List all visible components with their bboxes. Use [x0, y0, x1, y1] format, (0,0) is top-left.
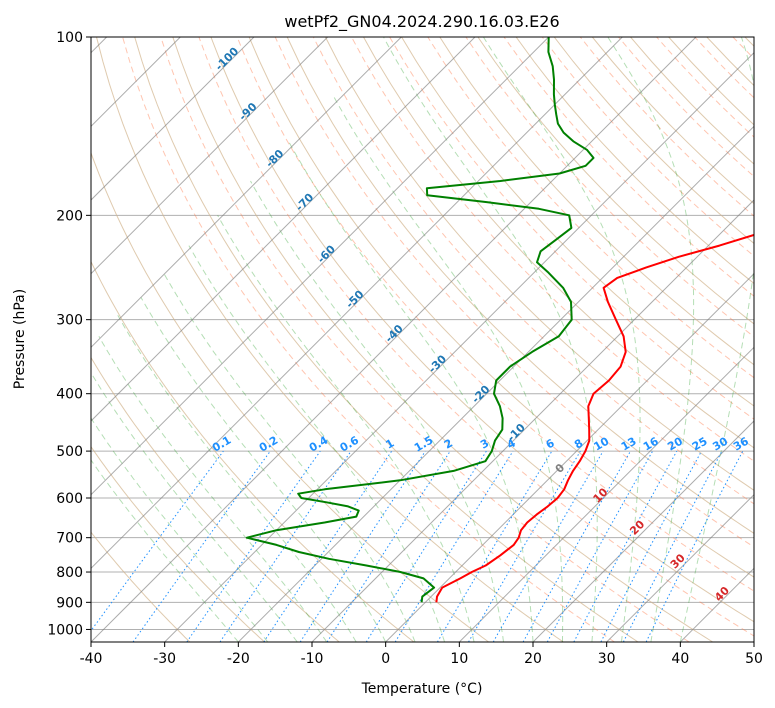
x-tick-label: 20: [524, 651, 542, 667]
mixing-ratio-line: [573, 450, 678, 642]
dry-adiabat: [324, 37, 754, 491]
mixing-ratio-line: [219, 450, 352, 642]
moist-adiabat: [607, 37, 695, 642]
dewpoint-profile-line: [245, 37, 595, 603]
y-tick-label: 1000: [47, 622, 83, 638]
x-tick-label: 50: [745, 651, 763, 667]
isentrope: [312, 37, 754, 505]
dry-adiabat: [91, 356, 340, 642]
isotherm-line: [311, 199, 754, 642]
dry-adiabat: [91, 151, 489, 642]
mixing-ratio-line: [263, 450, 393, 642]
x-tick-label: 10: [450, 651, 468, 667]
dry-adiabat: [96, 37, 564, 642]
dry-adiabat: [210, 37, 754, 623]
isentrope: [274, 37, 754, 548]
isentrope: [427, 37, 754, 379]
temperature-profile-line: [435, 233, 754, 603]
isotherm-line: [91, 37, 623, 570]
chart-title: wetPf2_GN04.2024.290.16.03.E26: [284, 12, 559, 32]
isotherm-line: [606, 493, 754, 642]
y-tick-label: 900: [56, 595, 83, 611]
dry-adiabat: [248, 37, 754, 578]
profile-lines: [245, 37, 754, 603]
dry-adiabat: [401, 37, 754, 407]
mixing-ratio-line: [186, 450, 321, 642]
dry-adiabat: [515, 37, 754, 285]
isentrope: [503, 37, 754, 297]
isentrope: [122, 37, 615, 642]
mixing-ratio-line: [91, 450, 224, 632]
isotherm-line: [532, 420, 754, 642]
y-tick-label: 600: [56, 491, 83, 507]
isotherm-line: [237, 125, 754, 642]
moist-adiabat: [117, 315, 357, 642]
isentrope: [236, 37, 754, 592]
y-axis-label: Pressure (hPa): [12, 289, 28, 389]
isentrope: [160, 37, 690, 642]
dry-adiabat: [91, 531, 191, 642]
x-axis-label: Temperature (°C): [361, 681, 483, 697]
mixing-ratio-line: [645, 450, 744, 642]
plot-frame: [90, 36, 755, 643]
dry-adiabat: [363, 37, 754, 449]
moist-adiabat: [332, 94, 564, 642]
x-tick-label: -40: [80, 651, 103, 667]
isotherm-line: [91, 37, 697, 642]
moist-adiabat: [383, 37, 598, 642]
dry-adiabat: [134, 37, 639, 642]
mixing-ratio-line: [394, 450, 514, 642]
y-tick-label: 100: [56, 30, 83, 46]
dry-adiabat: [439, 37, 754, 366]
mixing-ratio-line: [132, 450, 271, 642]
x-tick-label: 40: [671, 651, 689, 667]
moist-adiabat: [91, 371, 298, 642]
mixing-ratio-line: [522, 450, 631, 642]
mixing-ratio-line: [299, 450, 426, 642]
isotherm-line: [91, 37, 550, 496]
x-tick-label: -30: [153, 651, 176, 667]
y-tick-label: 800: [56, 565, 83, 581]
isotherm-line: [91, 37, 402, 349]
moist-adiabat: [217, 215, 475, 642]
y-tick-label: 200: [56, 208, 83, 224]
y-tick-label: 400: [56, 387, 83, 403]
y-tick-label: 500: [56, 444, 83, 460]
x-tick-label: -10: [301, 651, 324, 667]
moist-adiabat: [482, 37, 641, 642]
moist-adiabat: [250, 180, 504, 642]
mixing-ratio-line: [326, 450, 451, 642]
isotherm-line: [91, 37, 329, 275]
mixing-ratio-line: [546, 450, 654, 642]
isentrope: [351, 37, 754, 462]
moist-adiabat: [679, 37, 754, 642]
isotherm-line: [91, 37, 255, 201]
y-tick-label: 700: [56, 531, 83, 547]
dry-adiabat: [91, 445, 265, 642]
moist-adiabat: [288, 141, 534, 642]
moist-adiabat: [140, 297, 387, 642]
dry-adiabat: [286, 37, 754, 535]
isentrope: [389, 37, 754, 420]
isotherm-line: [458, 346, 754, 642]
moist-adiabat: [188, 245, 446, 642]
background-grid: [91, 37, 754, 642]
x-tick-label: 30: [598, 651, 616, 667]
x-tick-label: 0: [381, 651, 390, 667]
isentrope: [465, 37, 754, 338]
y-tick-label: 300: [56, 313, 83, 329]
isotherm-line: [164, 51, 754, 642]
isotherm-line: [385, 272, 754, 642]
x-tick-label: -20: [227, 651, 250, 667]
moist-adiabat: [98, 336, 328, 642]
dry-adiabat: [477, 37, 754, 325]
isotherm-line: [91, 37, 476, 422]
axes: -40 -30 -20 -10 0 10 20 30 40 50 100 200 300 400 500 60…: [47, 30, 763, 667]
moist-adiabat: [91, 417, 269, 642]
